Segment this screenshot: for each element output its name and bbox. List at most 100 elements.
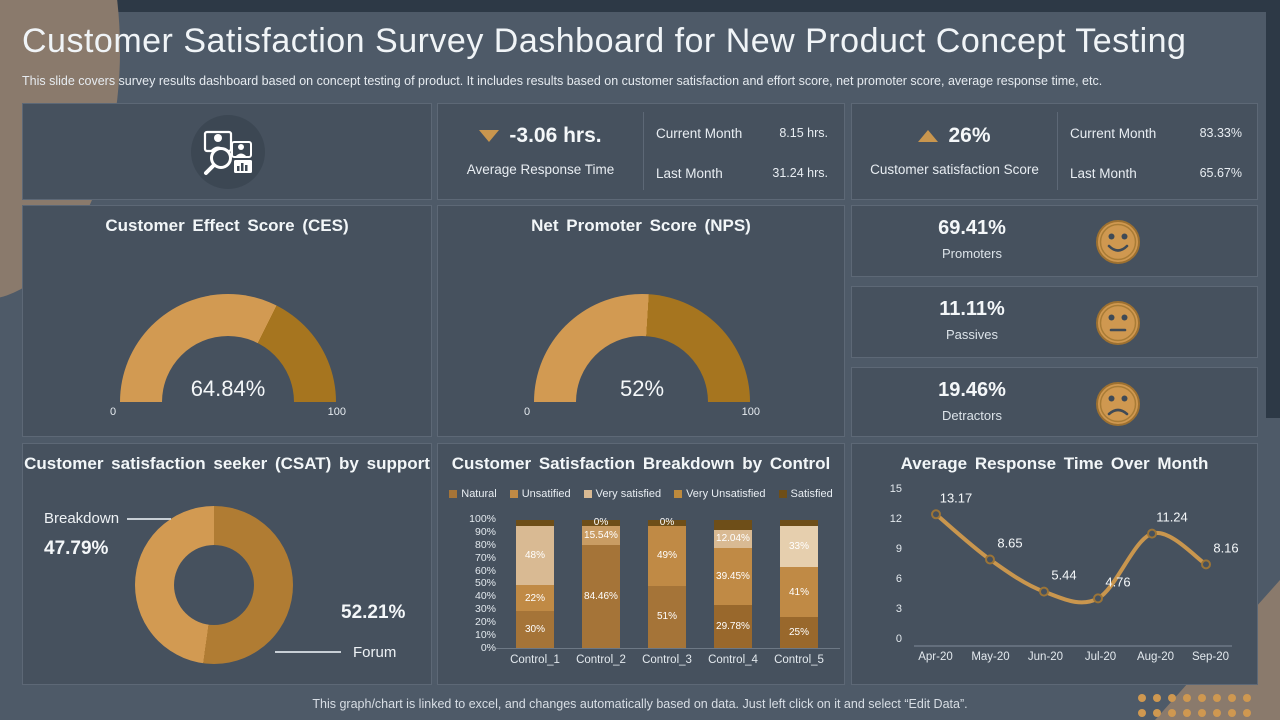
triangle-down-icon (479, 130, 500, 142)
data-point-label: 13.17 (940, 490, 973, 505)
detractors-label: Detractors (942, 408, 1002, 423)
y-tick: 50% (474, 577, 496, 590)
legend-swatch (674, 490, 683, 498)
current-month-label: Current Month (1070, 126, 1157, 141)
bar-Control_1: 30% 22% 48% (502, 520, 568, 648)
x-tick: Jun-20 (1027, 651, 1064, 663)
kpi-csat-score-label: Customer satisfaction Score (870, 162, 1039, 177)
dot (1183, 709, 1191, 717)
bar-segment: 29.78% (714, 604, 752, 648)
response-line-chart-title: Average Response Time Over Month (900, 454, 1209, 473)
promoters-value: 69.41% (938, 217, 1006, 239)
dot (1153, 709, 1161, 717)
x-tick: Jul-20 (1084, 651, 1117, 663)
top-band (0, 0, 1280, 12)
dot (1138, 709, 1146, 717)
current-month-label: Current Month (656, 126, 743, 141)
dot (1213, 709, 1221, 717)
nps-gauge-panel[interactable]: Net Promoter Score (NPS) 52% 0 100 (437, 205, 845, 437)
last-month-value: 65.67% (1199, 166, 1242, 180)
kpi-csat-score-summary: 26% Customer satisfaction Score (852, 104, 1057, 199)
response-line-chart-panel[interactable]: Average Response Time Over Month 15 12 9 6 3… (851, 443, 1258, 685)
sad-face-icon (1094, 380, 1142, 428)
control-bar-chart-title: Customer Satisfaction Breakdown by Contr… (451, 454, 831, 473)
bar-segment: 41% (780, 566, 818, 618)
y-tick: 100% (469, 513, 496, 525)
survey-icon-panel[interactable] (22, 103, 432, 200)
ces-gauge-value: 64.84% (190, 376, 266, 401)
legend-swatch (509, 490, 518, 498)
x-tick: Apr-20 (918, 651, 953, 663)
y-tick: 20% (474, 616, 496, 629)
page-subtitle: This slide covers survey results dashboa… (22, 74, 1103, 88)
passives-box[interactable]: 11.11% Passives (851, 286, 1258, 358)
kpi-csat-score-panel[interactable]: 26% Customer satisfaction Score Current … (851, 103, 1258, 200)
y-tick: 10% (474, 629, 496, 642)
bar-Control_2: 84.46% 15.54% 0% (568, 517, 634, 648)
bar-chart-axis-line (496, 648, 840, 649)
kpi-csat-score-value: 26% (948, 124, 991, 147)
footer-note: This graph/chart is linked to excel, and… (312, 697, 968, 711)
bar-segment: 25% (780, 617, 818, 648)
detractors-box[interactable]: 19.46% Detractors (851, 367, 1258, 437)
bar-segment: 12.04% (714, 530, 752, 548)
divider (1057, 112, 1058, 190)
kpi-response-time-panel[interactable]: -3.06 hrs. Average Response Time Current… (437, 103, 845, 200)
y-tick: 0 (895, 633, 902, 645)
y-tick: 9 (895, 543, 902, 555)
dot (1228, 694, 1236, 702)
y-tick: 60% (474, 564, 496, 577)
bar-segment: 49% (648, 525, 686, 586)
ces-gauge-title: Customer Effect Score (CES) (105, 216, 349, 235)
promoters-label: Promoters (942, 246, 1002, 261)
csat-donut-panel[interactable]: Customer satisfaction seeker (CSAT) by s… (22, 443, 432, 685)
bar-Control_4: 29.78% 39.45% 12.04% (700, 520, 766, 648)
bar-segment (714, 520, 752, 531)
x-tick: May-20 (971, 651, 1010, 663)
data-point (1093, 593, 1103, 604)
data-point-label: 4.76 (1105, 574, 1130, 589)
forum-slice-value: 52.21% (341, 602, 406, 623)
data-point (1201, 559, 1211, 570)
nps-gauge-max: 100 (741, 406, 760, 418)
y-tick: 90% (474, 525, 496, 538)
bar-segment: 51% (648, 585, 686, 648)
detractors-value: 19.46% (938, 379, 1006, 401)
bar-Control_5: 25% 41% 33% (766, 520, 832, 648)
neutral-face-icon (1094, 299, 1142, 347)
passives-value: 11.11% (939, 298, 1005, 320)
bar-segment: 15.54% (582, 525, 620, 545)
control-bar-chart-panel[interactable]: Customer Satisfaction Breakdown by Contr… (437, 443, 845, 685)
dots-decoration (1138, 694, 1251, 717)
data-point (931, 509, 941, 520)
y-tick: 3 (895, 603, 902, 615)
nps-gauge-value: 52% (619, 376, 665, 401)
kpi-response-time-label: Average Response Time (466, 162, 615, 177)
data-point-label: 11.24 (1156, 510, 1188, 525)
y-tick: 15 (889, 483, 902, 495)
passives-label: Passives (945, 327, 999, 342)
forum-slice-label: Forum (353, 644, 397, 661)
data-point-label: 8.65 (997, 536, 1022, 551)
dot (1168, 694, 1176, 702)
nps-gauge-min: 0 (524, 406, 531, 418)
dot (1198, 709, 1206, 717)
legend-item: Satisfied (778, 488, 833, 500)
category-label: Control_2 (576, 654, 626, 666)
page-title: Customer Satisfaction Survey Dashboard f… (22, 22, 1187, 60)
category-label: Control_1 (510, 654, 560, 666)
dot (1138, 694, 1146, 702)
y-tick: 0% (480, 641, 496, 654)
nps-gauge-title: Net Promoter Score (NPS) (531, 216, 751, 235)
leader-line (127, 518, 171, 520)
bar-segment: 22% (516, 584, 554, 612)
breakdown-slice-label: Breakdown (44, 510, 120, 527)
data-point (1147, 528, 1157, 539)
legend-item: Very satisfied (583, 488, 661, 500)
right-band (1266, 0, 1280, 418)
bar-segment: 48% (516, 526, 554, 585)
bar-chart-legend: Natural Unsatified Very satisfied Very Unsa… (438, 488, 844, 500)
ces-gauge-panel[interactable]: Customer Effect Score (CES) 64.84% 0 100 (22, 205, 432, 437)
promoters-box[interactable]: 69.41% Promoters (851, 205, 1258, 277)
dot (1243, 694, 1251, 702)
